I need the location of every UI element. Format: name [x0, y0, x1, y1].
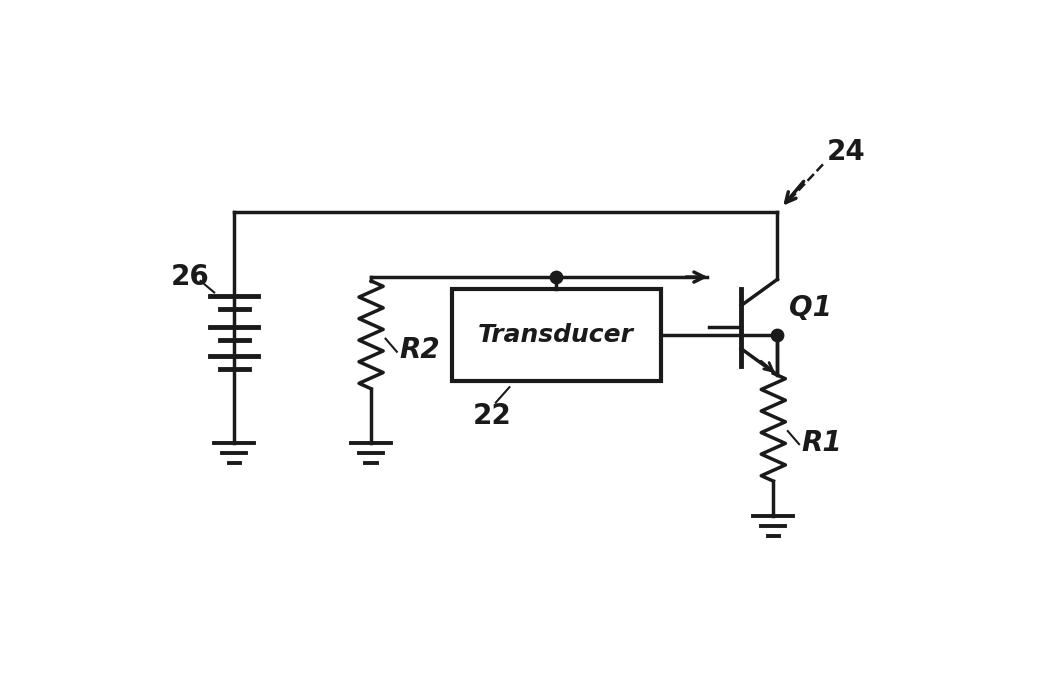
Text: Q1: Q1 [789, 294, 832, 322]
Point [548, 272, 565, 282]
Text: 22: 22 [472, 402, 511, 430]
Text: R1: R1 [801, 428, 842, 456]
Text: R2: R2 [400, 336, 440, 364]
Text: 26: 26 [170, 263, 210, 291]
Point [769, 329, 786, 340]
Text: Transducer: Transducer [479, 323, 634, 347]
Text: 24: 24 [826, 138, 865, 166]
Bar [452, 289, 660, 381]
